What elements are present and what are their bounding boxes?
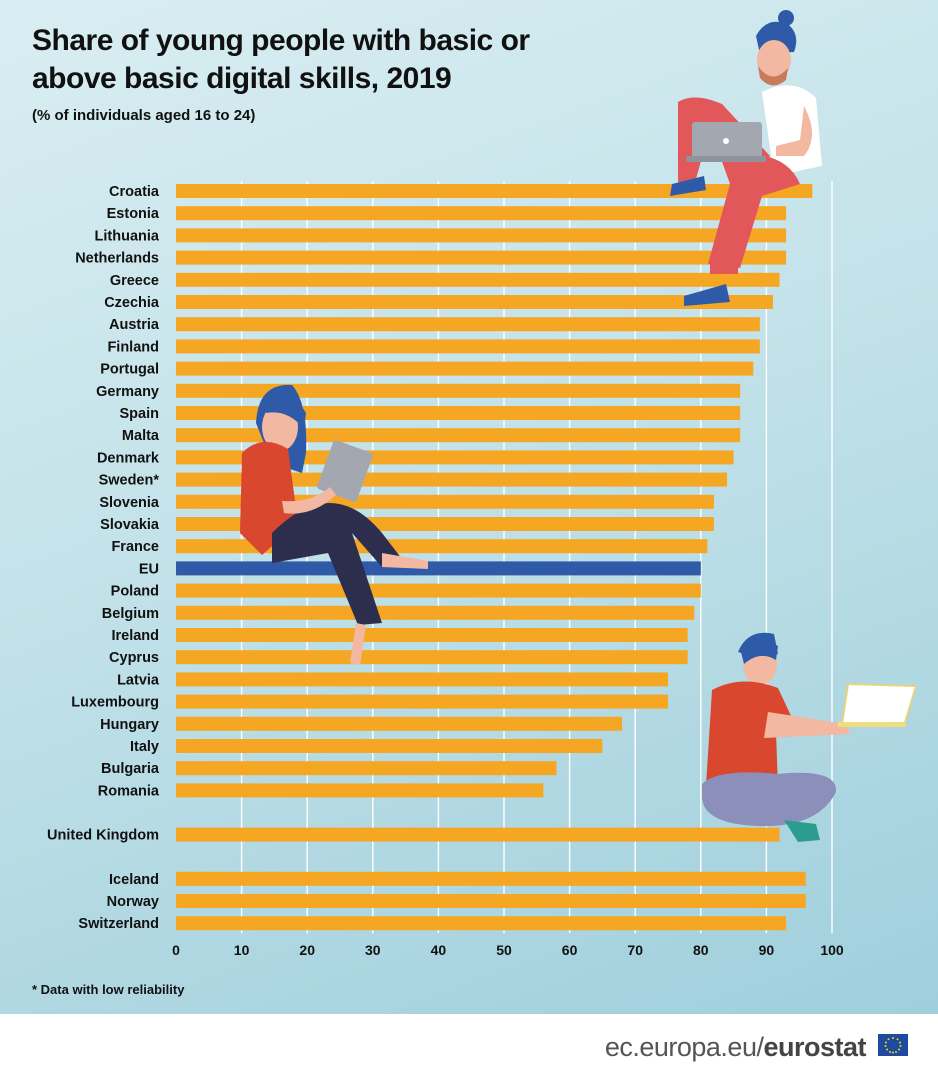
man-with-laptop-illustration [670, 10, 822, 306]
bar-croatia [176, 184, 813, 198]
category-label: Denmark [97, 450, 160, 466]
eurostat-brand[interactable]: ec.europa.eu/eurostat [604, 1032, 867, 1063]
category-label: Norway [107, 894, 159, 910]
category-label: Sweden* [99, 473, 160, 489]
category-label: Spain [120, 406, 159, 422]
x-tick-label: 70 [627, 942, 643, 958]
seated-man-with-laptop-illustration [702, 632, 918, 842]
bar-cyprus [176, 650, 688, 665]
bar-finland [176, 339, 760, 354]
category-label: Italy [130, 739, 159, 755]
woman-with-laptop-illustration [240, 384, 428, 665]
bar-spain [176, 406, 741, 420]
category-label: Netherlands [75, 251, 159, 267]
category-label: Bulgaria [101, 761, 160, 777]
category-label: Poland [111, 584, 159, 600]
x-tick-label: 40 [431, 942, 447, 958]
category-label: Cyprus [109, 650, 159, 666]
category-label: Belgium [102, 606, 159, 622]
category-label: Switzerland [78, 916, 159, 932]
bar-eu [176, 561, 701, 576]
x-tick-label: 60 [562, 942, 578, 958]
bar-norway [176, 894, 806, 908]
bar-iceland [176, 871, 806, 886]
x-tick-label: 20 [299, 942, 315, 958]
bar-ireland [176, 628, 688, 642]
category-label: Luxembourg [71, 695, 159, 711]
bar-czechia [176, 295, 773, 309]
brand-name: eurostat [763, 1032, 866, 1062]
x-tick-label: 100 [820, 942, 844, 958]
category-label: Germany [96, 384, 159, 400]
bar-denmark [176, 450, 734, 465]
infographic-card: Share of young people with basic or abov… [0, 0, 938, 1014]
footer: ec.europa.eu/eurostat [0, 1014, 938, 1079]
bar-sweden- [176, 472, 728, 487]
x-tick-label: 90 [759, 942, 775, 958]
category-label: Malta [122, 428, 160, 444]
category-label: Greece [110, 273, 159, 289]
bar-malta [176, 428, 741, 443]
bar-portugal [176, 361, 754, 376]
category-label: Finland [107, 339, 159, 355]
category-label: Iceland [109, 872, 159, 888]
category-label: Hungary [100, 717, 159, 733]
bar-latvia [176, 672, 668, 687]
bar-romania [176, 783, 544, 798]
category-label: Slovenia [99, 495, 160, 511]
bar-austria [176, 317, 760, 332]
x-tick-label: 50 [496, 942, 512, 958]
chart-title: Share of young people with basic or abov… [32, 24, 530, 95]
category-label: Estonia [107, 206, 160, 222]
bar-belgium [176, 605, 695, 620]
category-label: Slovakia [100, 517, 160, 533]
bar-hungary [176, 716, 623, 731]
x-tick-label: 0 [172, 942, 180, 958]
category-label: Romania [98, 783, 160, 799]
category-label: Croatia [109, 184, 160, 200]
x-tick-label: 10 [234, 942, 250, 958]
category-label: Portugal [100, 362, 159, 378]
bar-greece [176, 272, 780, 287]
footnote: * Data with low reliability [32, 982, 185, 997]
bar-united-kingdom [176, 827, 780, 842]
chart-subtitle: (% of individuals aged 16 to 24) [32, 107, 256, 124]
bar-italy [176, 739, 603, 753]
category-label: Austria [109, 317, 160, 333]
category-label: France [111, 539, 159, 555]
bar-estonia [176, 206, 787, 221]
bar-germany [176, 383, 741, 398]
x-tick-label: 30 [365, 942, 381, 958]
category-label: Lithuania [95, 228, 160, 244]
bar-netherlands [176, 250, 787, 265]
bar-lithuania [176, 228, 787, 243]
bar-poland [176, 583, 701, 598]
eu-flag-icon [878, 1034, 908, 1056]
bar-luxembourg [176, 694, 668, 709]
category-label: Latvia [117, 672, 160, 688]
bar-bulgaria [176, 761, 557, 776]
category-label: Czechia [104, 295, 160, 311]
bar-switzerland [176, 916, 787, 931]
category-label: Ireland [111, 628, 159, 644]
site-url: ec.europa.eu/ [604, 1032, 764, 1062]
bar-chart: Croatia Estonia Lithuania Netherlands Greece… [47, 184, 844, 958]
x-tick-label: 80 [693, 942, 709, 958]
category-label: United Kingdom [47, 828, 159, 844]
category-label: EU [139, 561, 159, 577]
